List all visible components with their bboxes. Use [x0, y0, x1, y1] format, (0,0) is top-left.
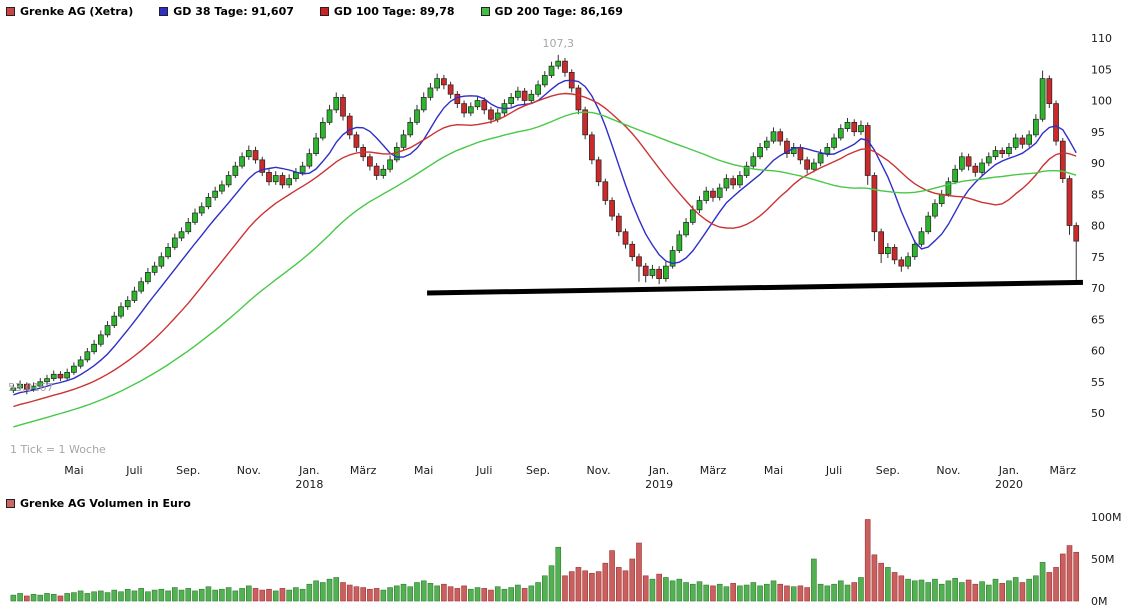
svg-text:50M: 50M — [1091, 553, 1115, 566]
svg-text:2020: 2020 — [995, 478, 1023, 491]
svg-text:1 Tick = 1 Woche: 1 Tick = 1 Woche — [10, 443, 106, 456]
svg-text:60: 60 — [1091, 345, 1105, 358]
svg-text:100: 100 — [1091, 95, 1112, 108]
svg-text:75: 75 — [1091, 251, 1105, 264]
svg-text:Mai: Mai — [414, 464, 433, 477]
volume-bars — [10, 519, 1080, 602]
svg-text:Sep.: Sep. — [176, 464, 200, 477]
svg-text:Jan.: Jan. — [298, 464, 319, 477]
ma-line-41w — [13, 111, 1077, 428]
legend-item-symbol: Grenke AG (Xetra) — [6, 5, 133, 18]
chart-legend: Grenke AG (Xetra) GD 38 Tage: 91,607 GD … — [6, 5, 623, 18]
legend-item-gd100: GD 100 Tage: 89,78 — [319, 5, 455, 18]
svg-text:Sep.: Sep. — [876, 464, 900, 477]
price-annotations: 107,3 53,0167 — [8, 37, 574, 394]
svg-text:Sep.: Sep. — [526, 464, 550, 477]
svg-text:März: März — [350, 464, 377, 477]
svg-text:März: März — [1050, 464, 1077, 477]
svg-text:100M: 100M — [1091, 511, 1122, 524]
svg-text:95: 95 — [1091, 126, 1105, 139]
legend-item-gd200: GD 200 Tage: 86,169 — [480, 5, 623, 18]
volume-legend: Grenke AG Volumen in Euro — [6, 497, 191, 510]
svg-text:2019: 2019 — [645, 478, 673, 491]
ma-line-8w — [13, 79, 1077, 396]
svg-text:Jan.: Jan. — [648, 464, 669, 477]
support-trendline — [427, 279, 1083, 296]
gd38-marker-icon — [159, 7, 169, 16]
volume-label: Grenke AG Volumen in Euro — [20, 497, 191, 510]
svg-text:50: 50 — [1091, 407, 1105, 420]
volume-axis-labels: 0M 50M 100M — [1091, 511, 1122, 608]
svg-text:53,0167: 53,0167 — [8, 381, 54, 394]
gd100-marker-icon — [319, 7, 329, 16]
symbol-label: Grenke AG (Xetra) — [20, 5, 134, 18]
svg-text:55: 55 — [1091, 376, 1105, 389]
volume-marker-icon — [6, 499, 15, 508]
svg-text:Juli: Juli — [825, 464, 842, 477]
svg-text:105: 105 — [1091, 63, 1112, 76]
symbol-marker-icon — [6, 7, 15, 16]
svg-text:Juli: Juli — [475, 464, 492, 477]
svg-text:85: 85 — [1091, 188, 1105, 201]
svg-text:März: März — [700, 464, 727, 477]
svg-text:2018: 2018 — [295, 478, 323, 491]
candles — [10, 54, 1080, 395]
svg-text:Nov.: Nov. — [237, 464, 261, 477]
ma-line-20w — [13, 92, 1077, 408]
gd200-label: GD 200 Tage: 86,169 — [494, 5, 623, 18]
tick-note: 1 Tick = 1 Woche — [10, 443, 106, 456]
gd100-label: GD 100 Tage: 89,78 — [333, 5, 455, 18]
svg-text:0M: 0M — [1091, 595, 1108, 608]
legend-item-volume: Grenke AG Volumen in Euro — [6, 497, 191, 510]
svg-text:80: 80 — [1091, 220, 1105, 233]
gd38-label: GD 38 Tage: 91,607 — [173, 5, 294, 18]
svg-text:Nov.: Nov. — [587, 464, 611, 477]
svg-text:Juli: Juli — [125, 464, 142, 477]
svg-text:Mai: Mai — [764, 464, 783, 477]
svg-text:110: 110 — [1091, 32, 1112, 45]
svg-text:Mai: Mai — [64, 464, 83, 477]
y-axis-labels: 50 55 60 65 70 75 80 85 90 95 100 105 110 — [1091, 32, 1112, 420]
svg-text:Jan.: Jan. — [998, 464, 1019, 477]
legend-item-gd38: GD 38 Tage: 91,607 — [159, 5, 294, 18]
x-axis-labels: Mai Juli Sep. Nov. Jan. März Mai Juli Sep. Nov. Ja… — [64, 464, 1076, 491]
svg-text:70: 70 — [1091, 282, 1105, 295]
svg-text:107,3: 107,3 — [543, 37, 575, 50]
gd200-marker-icon — [480, 7, 490, 16]
svg-text:65: 65 — [1091, 313, 1105, 326]
svg-text:90: 90 — [1091, 157, 1105, 170]
svg-text:Nov.: Nov. — [936, 464, 960, 477]
